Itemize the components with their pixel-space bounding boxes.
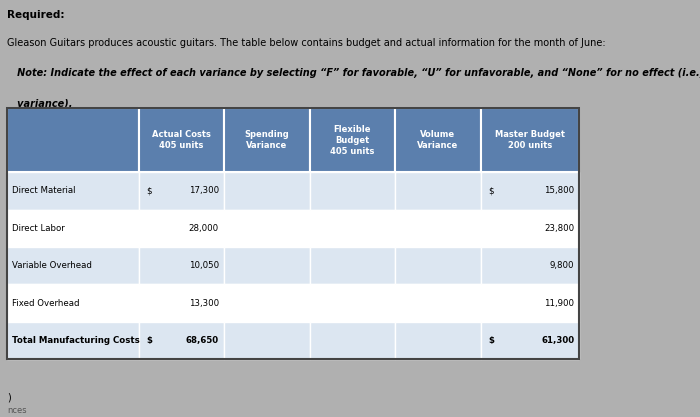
Bar	[7, 284, 139, 322]
Bar	[481, 172, 580, 209]
Text: $: $	[489, 336, 495, 345]
Bar	[395, 209, 481, 247]
Bar	[224, 322, 309, 359]
Bar	[224, 108, 309, 172]
Bar	[481, 247, 580, 284]
Bar	[139, 284, 224, 322]
Bar	[7, 108, 580, 359]
Text: Required:: Required:	[7, 10, 64, 20]
Bar	[139, 247, 224, 284]
Text: Spending
Variance: Spending Variance	[244, 130, 289, 150]
Bar	[309, 172, 395, 209]
Bar	[7, 247, 139, 284]
Text: $: $	[489, 186, 494, 195]
Text: 61,300: 61,300	[541, 336, 574, 345]
Text: Fixed Overhead: Fixed Overhead	[12, 299, 79, 307]
Bar	[309, 284, 395, 322]
Text: Volume
Variance: Volume Variance	[417, 130, 458, 150]
Text: nces: nces	[7, 406, 27, 415]
Bar	[395, 284, 481, 322]
Text: Total Manufacturing Costs: Total Manufacturing Costs	[12, 336, 139, 345]
Text: 15,800: 15,800	[544, 186, 574, 195]
Bar	[139, 209, 224, 247]
Bar	[481, 108, 580, 172]
Text: 13,300: 13,300	[189, 299, 219, 307]
Text: Variable Overhead: Variable Overhead	[12, 261, 92, 270]
Bar	[139, 322, 224, 359]
Bar	[481, 209, 580, 247]
Text: Gleason Guitars produces acoustic guitars. The table below contains budget and a: Gleason Guitars produces acoustic guitar…	[7, 38, 606, 48]
Text: variance).: variance).	[7, 98, 73, 108]
Bar	[224, 209, 309, 247]
Bar	[309, 108, 395, 172]
Bar	[309, 209, 395, 247]
Bar	[224, 284, 309, 322]
Bar	[481, 322, 580, 359]
Text: Direct Labor: Direct Labor	[12, 224, 64, 233]
Bar	[7, 108, 139, 172]
Text: 9,800: 9,800	[550, 261, 574, 270]
Text: $: $	[146, 336, 153, 345]
Bar	[395, 172, 481, 209]
Text: Note: Indicate the effect of each variance by selecting “F” for favorable, “U” f: Note: Indicate the effect of each varian…	[7, 68, 700, 78]
Bar	[481, 284, 580, 322]
Bar	[395, 247, 481, 284]
Text: 10,050: 10,050	[189, 261, 219, 270]
Text: Flexible
Budget
405 units: Flexible Budget 405 units	[330, 125, 374, 156]
Bar	[224, 172, 309, 209]
Text: 23,800: 23,800	[544, 224, 574, 233]
Text: Direct Material: Direct Material	[12, 186, 75, 195]
Text: Master Budget
200 units: Master Budget 200 units	[495, 130, 565, 150]
Bar	[309, 247, 395, 284]
Bar	[7, 172, 139, 209]
Bar	[224, 247, 309, 284]
Bar	[309, 322, 395, 359]
Text: $: $	[146, 186, 152, 195]
Text: 68,650: 68,650	[186, 336, 219, 345]
Text: 17,300: 17,300	[189, 186, 219, 195]
Bar	[7, 322, 139, 359]
Bar	[395, 322, 481, 359]
Bar	[139, 172, 224, 209]
Bar	[395, 108, 481, 172]
Text: 11,900: 11,900	[544, 299, 574, 307]
Bar	[139, 108, 224, 172]
Bar	[7, 209, 139, 247]
Text: 28,000: 28,000	[189, 224, 219, 233]
Text: ): )	[7, 392, 10, 402]
Text: Actual Costs
405 units: Actual Costs 405 units	[152, 130, 211, 150]
